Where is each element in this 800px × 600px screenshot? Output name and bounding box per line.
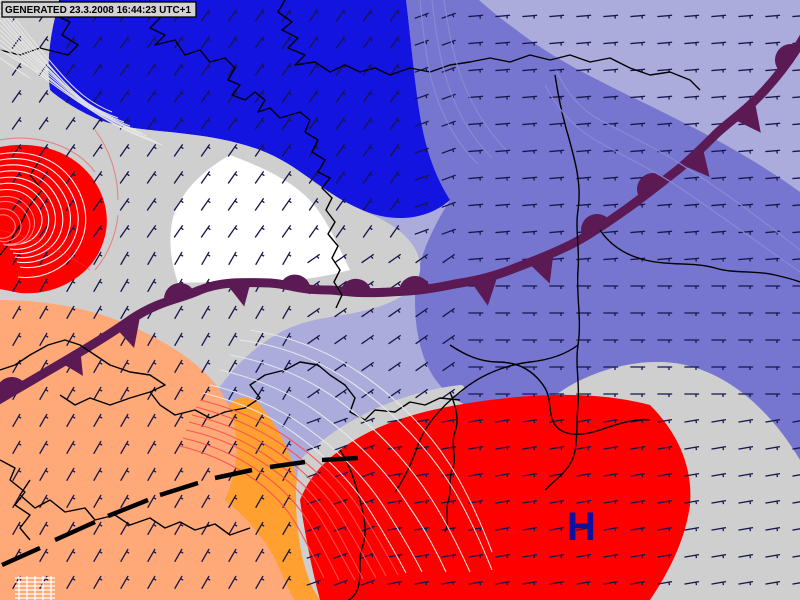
svg-text:GENERATED 23.3.2008 16:44:23 U: GENERATED 23.3.2008 16:44:23 UTC+1	[5, 5, 191, 16]
svg-text:H: H	[567, 505, 596, 549]
